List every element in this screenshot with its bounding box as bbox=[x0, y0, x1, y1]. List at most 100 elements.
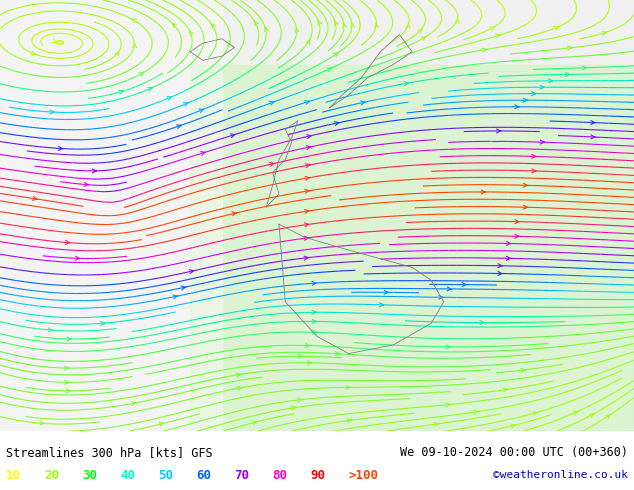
FancyArrowPatch shape bbox=[131, 402, 136, 406]
FancyArrowPatch shape bbox=[237, 387, 242, 390]
FancyArrowPatch shape bbox=[227, 41, 231, 46]
FancyArrowPatch shape bbox=[583, 66, 586, 70]
Text: 50: 50 bbox=[158, 469, 174, 482]
FancyArrowPatch shape bbox=[181, 286, 186, 290]
FancyArrowPatch shape bbox=[312, 281, 316, 285]
FancyArrowPatch shape bbox=[496, 129, 501, 133]
FancyArrowPatch shape bbox=[342, 23, 346, 28]
FancyArrowPatch shape bbox=[554, 26, 559, 30]
FancyArrowPatch shape bbox=[498, 264, 502, 268]
FancyArrowPatch shape bbox=[540, 85, 544, 89]
Text: 60: 60 bbox=[197, 469, 212, 482]
FancyArrowPatch shape bbox=[313, 330, 317, 334]
FancyArrowPatch shape bbox=[306, 39, 310, 44]
FancyArrowPatch shape bbox=[119, 90, 124, 94]
FancyArrowPatch shape bbox=[230, 134, 235, 138]
FancyArrowPatch shape bbox=[548, 79, 553, 83]
FancyArrowPatch shape bbox=[462, 283, 467, 287]
FancyArrowPatch shape bbox=[333, 52, 339, 57]
FancyArrowPatch shape bbox=[421, 37, 426, 41]
FancyArrowPatch shape bbox=[335, 122, 339, 125]
FancyArrowPatch shape bbox=[67, 389, 71, 393]
FancyArrowPatch shape bbox=[211, 24, 216, 28]
FancyArrowPatch shape bbox=[131, 19, 136, 23]
FancyArrowPatch shape bbox=[183, 103, 188, 106]
FancyArrowPatch shape bbox=[375, 23, 378, 28]
FancyArrowPatch shape bbox=[335, 20, 338, 25]
FancyArrowPatch shape bbox=[236, 373, 241, 377]
Text: 40: 40 bbox=[120, 469, 136, 482]
FancyArrowPatch shape bbox=[446, 345, 450, 349]
FancyArrowPatch shape bbox=[139, 73, 144, 76]
FancyArrowPatch shape bbox=[305, 176, 309, 180]
FancyArrowPatch shape bbox=[318, 20, 321, 25]
FancyArrowPatch shape bbox=[482, 48, 486, 52]
Bar bbox=[0, 0, 222, 431]
FancyArrowPatch shape bbox=[148, 88, 152, 91]
FancyArrowPatch shape bbox=[474, 410, 478, 414]
FancyArrowPatch shape bbox=[295, 27, 299, 32]
FancyArrowPatch shape bbox=[481, 190, 485, 194]
FancyArrowPatch shape bbox=[307, 361, 312, 365]
FancyArrowPatch shape bbox=[177, 125, 181, 128]
FancyArrowPatch shape bbox=[190, 270, 194, 273]
FancyArrowPatch shape bbox=[439, 295, 443, 299]
FancyArrowPatch shape bbox=[507, 256, 510, 260]
Bar bbox=[190, 65, 634, 431]
FancyArrowPatch shape bbox=[503, 388, 507, 392]
FancyArrowPatch shape bbox=[533, 412, 538, 415]
FancyArrowPatch shape bbox=[305, 190, 309, 193]
FancyArrowPatch shape bbox=[306, 164, 310, 168]
FancyArrowPatch shape bbox=[591, 135, 595, 139]
FancyArrowPatch shape bbox=[200, 151, 205, 155]
FancyArrowPatch shape bbox=[305, 100, 309, 104]
FancyArrowPatch shape bbox=[532, 154, 536, 158]
FancyArrowPatch shape bbox=[84, 182, 88, 186]
FancyArrowPatch shape bbox=[532, 92, 536, 96]
FancyArrowPatch shape bbox=[65, 366, 69, 370]
FancyArrowPatch shape bbox=[361, 101, 365, 105]
FancyArrowPatch shape bbox=[351, 23, 354, 28]
FancyArrowPatch shape bbox=[100, 321, 105, 325]
FancyArrowPatch shape bbox=[306, 343, 310, 347]
FancyArrowPatch shape bbox=[540, 140, 545, 144]
FancyArrowPatch shape bbox=[298, 354, 302, 358]
Text: We 09-10-2024 00:00 UTC (00+360): We 09-10-2024 00:00 UTC (00+360) bbox=[399, 446, 628, 459]
Text: 70: 70 bbox=[235, 469, 250, 482]
FancyArrowPatch shape bbox=[406, 23, 410, 28]
FancyArrowPatch shape bbox=[93, 169, 96, 173]
FancyArrowPatch shape bbox=[507, 242, 510, 245]
FancyArrowPatch shape bbox=[498, 271, 502, 275]
FancyArrowPatch shape bbox=[523, 98, 527, 102]
Text: 80: 80 bbox=[273, 469, 288, 482]
FancyArrowPatch shape bbox=[264, 26, 268, 32]
FancyArrowPatch shape bbox=[404, 82, 408, 86]
FancyArrowPatch shape bbox=[306, 146, 311, 149]
FancyArrowPatch shape bbox=[33, 196, 37, 200]
FancyArrowPatch shape bbox=[590, 414, 594, 417]
Text: Streamlines 300 hPa [kts] GFS: Streamlines 300 hPa [kts] GFS bbox=[6, 446, 213, 459]
FancyArrowPatch shape bbox=[605, 415, 611, 418]
FancyArrowPatch shape bbox=[291, 406, 295, 410]
FancyArrowPatch shape bbox=[434, 422, 438, 426]
Text: ©weatheronline.co.uk: ©weatheronline.co.uk bbox=[493, 470, 628, 480]
FancyArrowPatch shape bbox=[346, 386, 350, 390]
FancyArrowPatch shape bbox=[65, 241, 70, 245]
FancyArrowPatch shape bbox=[75, 256, 80, 260]
FancyArrowPatch shape bbox=[490, 26, 495, 30]
FancyArrowPatch shape bbox=[566, 73, 569, 76]
FancyArrowPatch shape bbox=[304, 256, 308, 260]
Text: 30: 30 bbox=[82, 469, 98, 482]
FancyArrowPatch shape bbox=[133, 43, 136, 48]
Text: 90: 90 bbox=[311, 469, 326, 482]
FancyArrowPatch shape bbox=[447, 287, 451, 291]
Text: >100: >100 bbox=[349, 469, 378, 482]
FancyArrowPatch shape bbox=[269, 162, 274, 166]
FancyArrowPatch shape bbox=[418, 28, 422, 33]
FancyArrowPatch shape bbox=[67, 337, 71, 341]
FancyArrowPatch shape bbox=[31, 51, 36, 55]
FancyArrowPatch shape bbox=[307, 135, 311, 139]
FancyArrowPatch shape bbox=[252, 421, 257, 425]
FancyArrowPatch shape bbox=[199, 109, 204, 113]
FancyArrowPatch shape bbox=[58, 147, 63, 150]
